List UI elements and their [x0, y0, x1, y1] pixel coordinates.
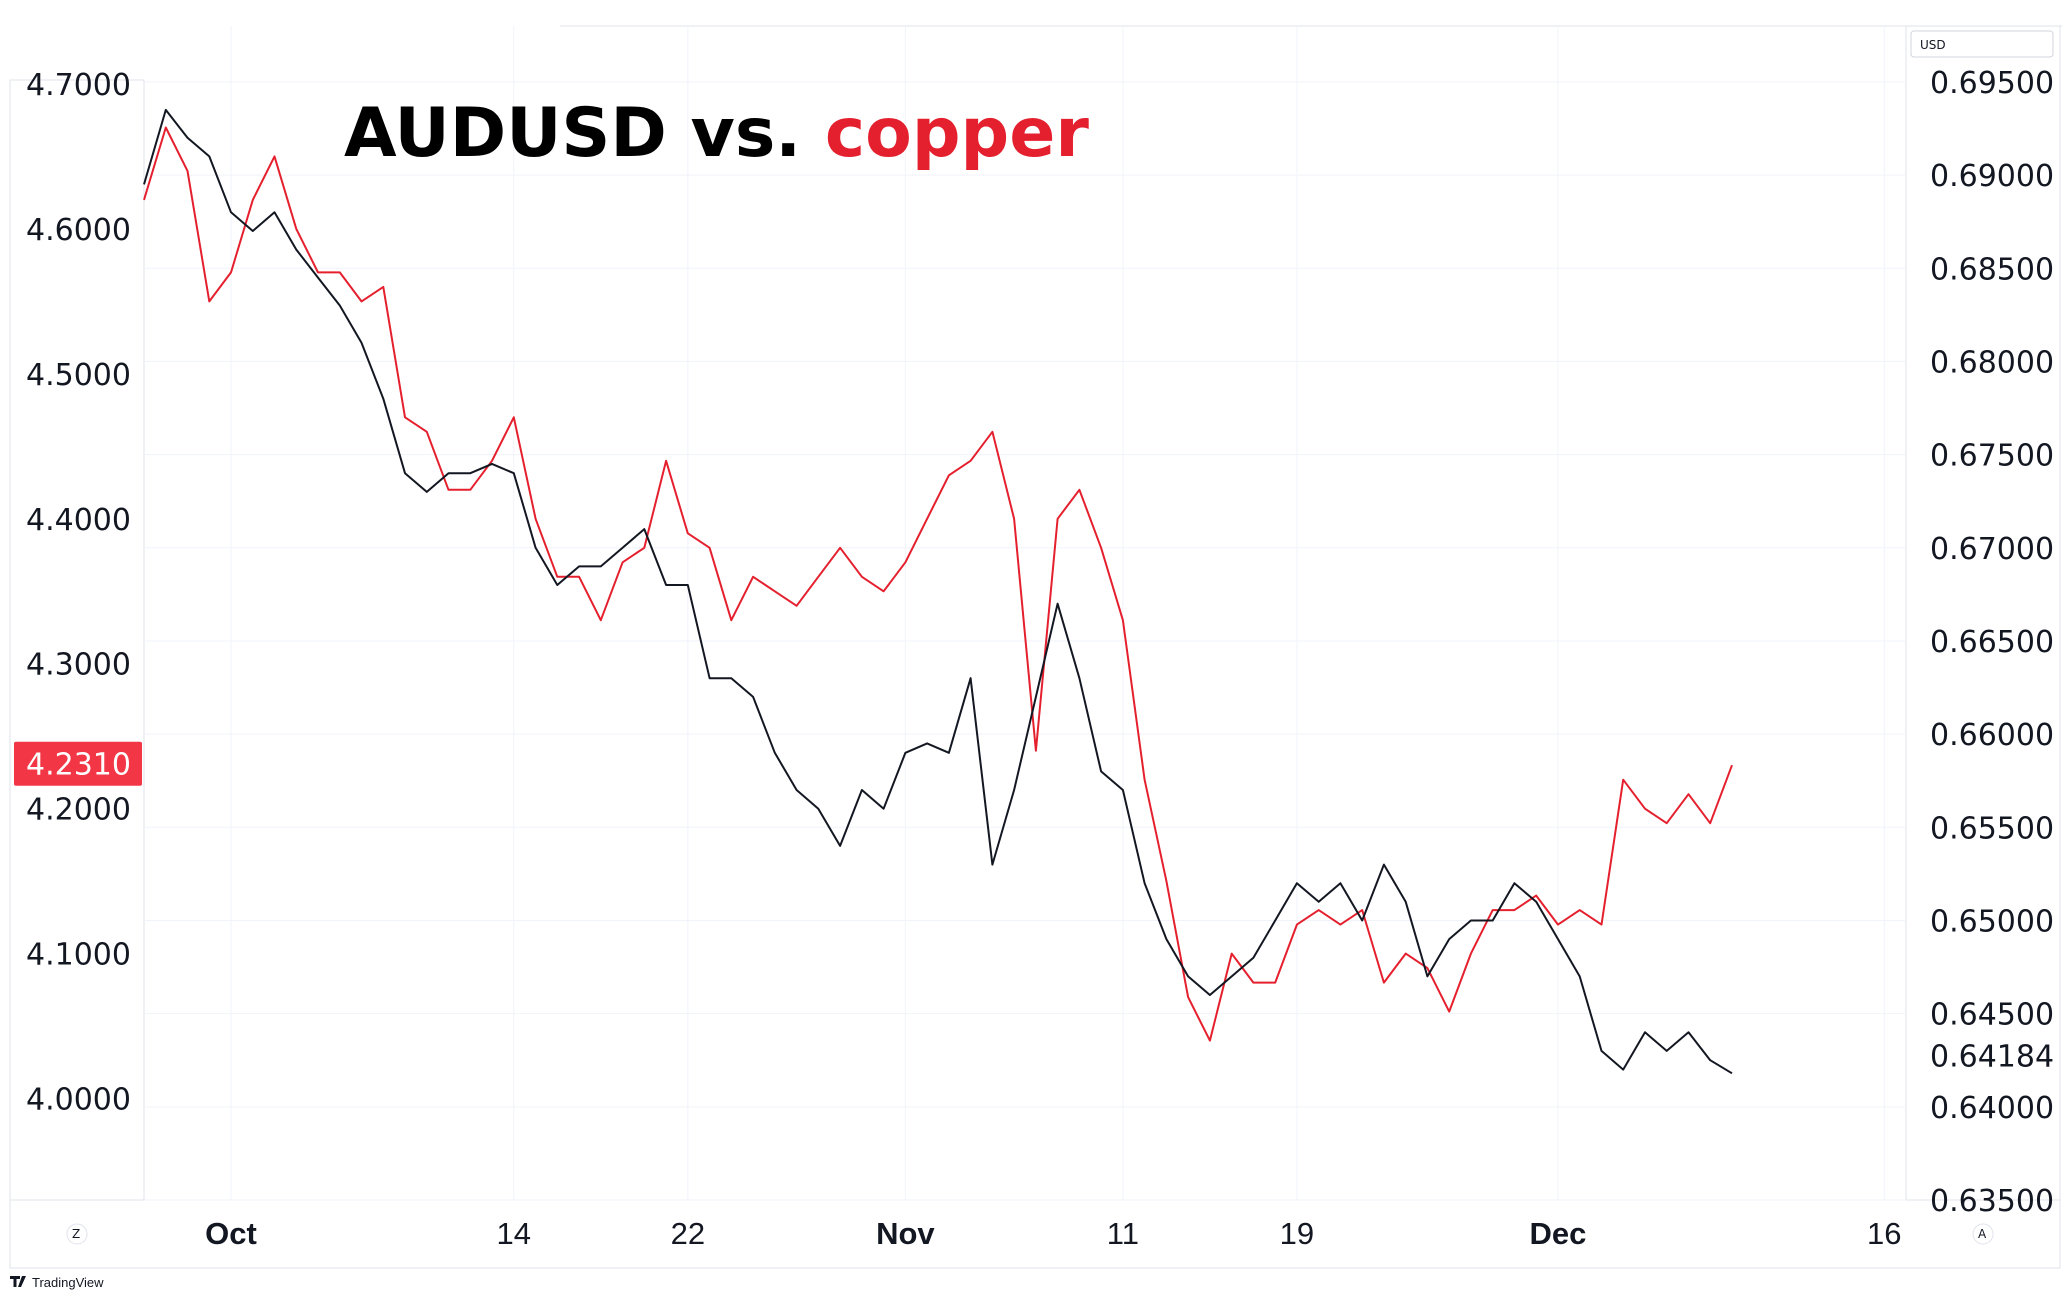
right-axis-tick-label: 0.66500 — [1930, 625, 2054, 660]
right-axis-tick-label: 0.65000 — [1930, 904, 2054, 939]
chart-title-part: AUDUSD vs. — [344, 94, 825, 173]
right-axis-tick-label: 0.67000 — [1930, 532, 2054, 567]
time-axis: Oct 14 22 Nov 11 19 Dec 16 — [205, 1216, 1901, 1251]
time-axis-tick-label: 22 — [671, 1216, 705, 1251]
right-axis-tick-label: 0.64000 — [1930, 1091, 2054, 1126]
time-axis-tick-label: Nov — [876, 1216, 935, 1251]
right-axis-tick-label: 0.63500 — [1930, 1184, 2054, 1219]
right-axis-tick-label: 0.68000 — [1930, 345, 2054, 380]
left-axis-tick-label: 4.5000 — [26, 358, 131, 393]
chart-title: AUDUSD vs. copper — [344, 94, 1089, 173]
right-axis-tick-label: 0.64500 — [1930, 998, 2054, 1033]
currency-selector[interactable]: USD — [1910, 30, 2054, 58]
right-last-value-label: 0.64184 — [1930, 1040, 2054, 1075]
left-axis-tick-label: 4.7000 — [26, 68, 131, 103]
right-axis-tick-label: 0.65500 — [1930, 811, 2054, 846]
left-price-axis: 4.7000 4.6000 4.5000 4.4000 4.3000 4.2000 4.10… — [26, 68, 131, 1118]
right-price-axis: 0.69500 0.69000 0.68500 0.68000 0.67500 0.670… — [1930, 66, 2054, 1219]
left-axis-tick-label: 4.3000 — [26, 648, 131, 683]
right-axis-tick-label: 0.69000 — [1930, 159, 2054, 194]
time-axis-tick-label: Dec — [1530, 1216, 1587, 1251]
tradingview-brand: TradingView — [32, 1275, 104, 1290]
series-line-copper — [143, 126, 1733, 1042]
zoom-reset-icon — [66, 1223, 88, 1245]
chart-title-part: copper — [825, 94, 1089, 173]
left-last-value-bg — [14, 741, 142, 786]
right-axis-tick-label: 0.66000 — [1930, 718, 2054, 753]
left-axis-tick-label: 4.4000 — [26, 503, 131, 538]
currency-selector-box — [1910, 30, 2054, 58]
auto-scale-left-button[interactable]: Z — [66, 1223, 88, 1245]
currency-label: USD — [1920, 38, 1946, 52]
left-axis-tick-label: 4.0000 — [26, 1083, 131, 1118]
tradingview-logo[interactable]: TradingView — [10, 1275, 104, 1290]
left-axis-tick-label: 4.2000 — [26, 793, 131, 828]
time-axis-tick-label: Oct — [205, 1216, 257, 1251]
left-axis-tick-label: 4.1000 — [26, 938, 131, 973]
tradingview-logo-icon — [10, 1276, 26, 1287]
time-axis-tick-label: 11 — [1107, 1216, 1139, 1251]
time-axis-tick-label: 19 — [1280, 1216, 1314, 1251]
zoom-reset-label: Z — [72, 1227, 80, 1241]
auto-scale-icon — [1972, 1223, 1994, 1245]
series-line-audusd — [143, 108, 1733, 1075]
plot-area — [143, 108, 1733, 1075]
auto-scale-label: A — [1978, 1227, 1987, 1241]
auto-scale-right-button[interactable]: A — [1972, 1223, 1994, 1245]
right-axis-tick-label: 0.69500 — [1930, 66, 2054, 101]
grid — [144, 26, 1906, 1201]
right-axis-tick-label: 0.67500 — [1930, 439, 2054, 474]
time-axis-tick-label: 16 — [1867, 1216, 1901, 1251]
right-axis-tick-label: 0.68500 — [1930, 252, 2054, 287]
left-last-value-label: 4.2310 — [26, 748, 131, 783]
left-last-value-badge: 4.2310 — [14, 741, 142, 786]
left-axis-tick-label: 4.6000 — [26, 213, 131, 248]
time-axis-tick-label: 14 — [497, 1216, 531, 1251]
